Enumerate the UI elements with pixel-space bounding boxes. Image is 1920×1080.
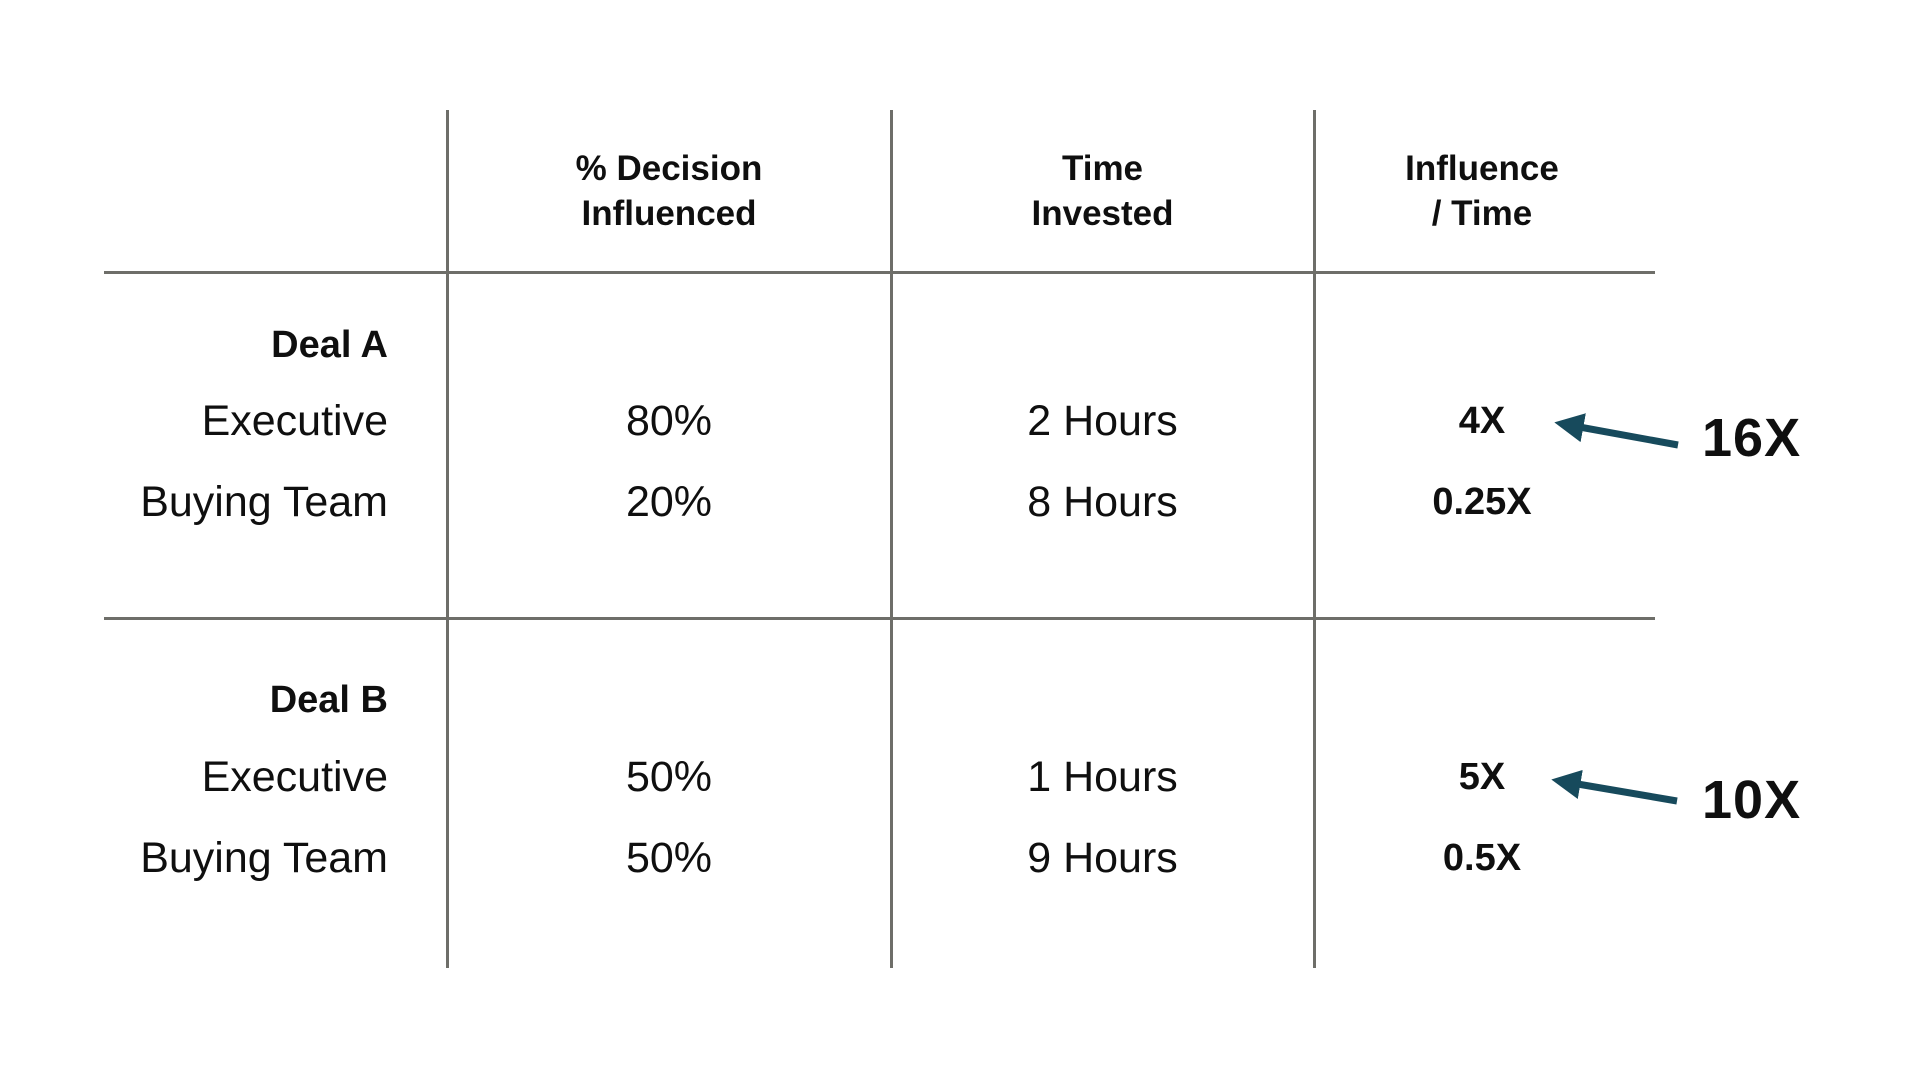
left-arrow-icon	[1551, 769, 1678, 805]
deal-a-executive-decision: 80%	[625, 397, 713, 445]
deal-b-label: Deal B	[269, 679, 388, 721]
deal-a-buying-team-ratio: 0.25X	[1432, 481, 1532, 523]
deal-b-executive-ratio: 5X	[1458, 756, 1506, 798]
deal-a-buying-team-time: 8 Hours	[1027, 478, 1178, 526]
left-arrow-icon	[1554, 413, 1679, 449]
deal-b-executive-role: Executive	[201, 753, 388, 801]
deal-b-buying-team-time: 9 Hours	[1027, 834, 1178, 882]
deal-a-executive-ratio: 4X	[1458, 400, 1506, 442]
deal-a-callout-value: 16X	[1702, 408, 1802, 468]
deal-b-buying-team-ratio: 0.5X	[1442, 837, 1522, 879]
deal-b-callout-value: 10X	[1702, 770, 1802, 830]
header-line: / Time	[1431, 194, 1533, 233]
header-line: Invested	[1031, 194, 1174, 233]
table-horizontal-line-2	[104, 617, 1655, 620]
deal-a-label: Deal A	[271, 324, 388, 366]
deal-b-buying-team-decision: 50%	[625, 834, 713, 882]
column-header-decision-influenced: % Decision Influenced	[447, 146, 891, 236]
header-line: Influenced	[581, 194, 757, 233]
column-header-time-invested: Time Invested	[891, 146, 1314, 236]
header-line: Influence	[1405, 149, 1559, 188]
header-line: % Decision	[575, 149, 763, 188]
deal-b-executive-time: 1 Hours	[1027, 753, 1178, 801]
table-vertical-line-3	[1313, 110, 1316, 968]
deal-b-buying-team-role: Buying Team	[140, 834, 388, 882]
deal-a-buying-team-decision: 20%	[625, 478, 713, 526]
table-vertical-line-2	[890, 110, 893, 968]
table-vertical-line-1	[446, 110, 449, 968]
deal-b-executive-decision: 50%	[625, 753, 713, 801]
table-horizontal-line-1	[104, 271, 1655, 274]
column-header-influence-per-time: Influence / Time	[1314, 146, 1650, 236]
deal-a-executive-time: 2 Hours	[1027, 397, 1178, 445]
deal-a-buying-team-role: Buying Team	[140, 478, 388, 526]
deal-a-executive-role: Executive	[201, 397, 388, 445]
header-line: Time	[1061, 149, 1144, 188]
